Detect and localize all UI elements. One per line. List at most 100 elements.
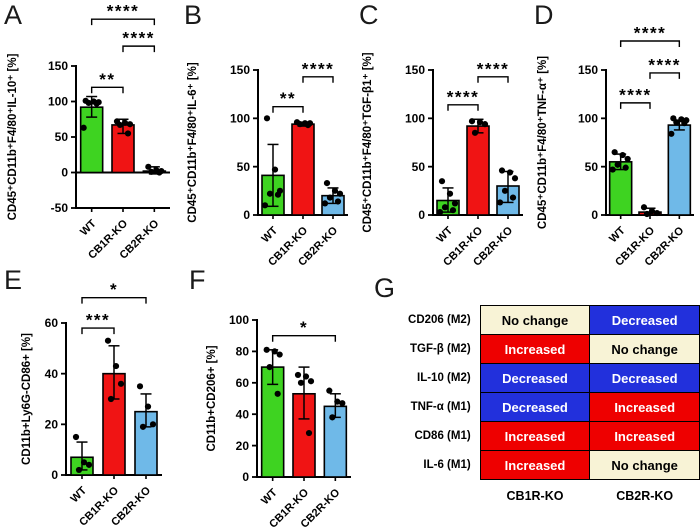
significance-stars: ****	[447, 87, 479, 106]
y-tick-label: -50	[51, 201, 69, 215]
data-point	[274, 191, 282, 198]
data-point	[498, 167, 506, 174]
data-point	[329, 414, 336, 421]
panel-e: E 0 20 40 60 WT CB1R-KO CB2R-KO *** * CD11b+Ly6G-…	[0, 265, 185, 530]
data-point	[302, 373, 310, 380]
y-axis-title: CD11b+CD206+ [%]	[206, 345, 218, 451]
x-tick-label: WT	[78, 217, 99, 238]
data-point	[471, 129, 479, 136]
panel-label-d: D	[534, 0, 554, 30]
data-point	[614, 161, 621, 168]
y-axis-title: CD45⁺CD11b⁺F4/80⁺IL-10⁺ [%]	[7, 53, 19, 220]
y-axis-title: CD11b+Ly6G-CD86+ [%]	[21, 333, 33, 465]
table-row: TGF-β (M2) Increased No change	[370, 334, 700, 364]
data-point	[148, 168, 155, 175]
data-point	[334, 198, 342, 205]
data-point	[271, 348, 278, 355]
data-point	[271, 166, 279, 173]
panel-label-c: C	[359, 0, 379, 30]
data-point	[468, 118, 476, 125]
table-cell-increase: Increased	[479, 450, 591, 480]
x-tick-label: WT	[435, 224, 456, 245]
panel-label-e: E	[4, 265, 23, 295]
bar-chart-tgfb1: 0 50 100 150 WT CB1R-KO CB2R-KO **** **** CD45⁺CD…	[355, 0, 530, 265]
y-tick-label: 150	[405, 63, 425, 77]
data-point	[139, 423, 147, 430]
significance-bracket	[477, 76, 509, 83]
significance-bracket	[271, 335, 337, 342]
y-tick-label: 0	[418, 208, 425, 222]
data-point	[643, 210, 651, 218]
significance-stars: **	[99, 70, 115, 89]
data-point	[112, 362, 120, 370]
data-point	[93, 100, 100, 107]
y-tick-label: 80	[236, 345, 250, 359]
panel-g: G CD206 (M2) No change Decreased TGF-β (M2)…	[370, 265, 700, 530]
panel-label-f: F	[189, 265, 206, 295]
data-point	[323, 180, 331, 187]
data-point	[261, 202, 269, 209]
y-tick-label: 100	[578, 112, 598, 126]
table-cell-nochange: No change	[589, 334, 700, 364]
table-cell-decrease: Decreased	[589, 363, 700, 393]
y-tick-label: 0	[242, 470, 249, 484]
y-tick-label: 100	[48, 95, 68, 109]
y-axis-title: CD45⁺CD11b⁺F4/80⁺TNF-α⁺ [%]	[537, 56, 549, 229]
data-point	[511, 175, 519, 182]
y-tick-label: 0	[243, 208, 250, 222]
table-row-label: TGF-β (M2)	[409, 343, 471, 355]
data-point	[673, 119, 680, 126]
data-point	[294, 371, 302, 379]
data-point	[611, 149, 618, 156]
data-point	[266, 190, 274, 197]
data-point	[85, 461, 93, 468]
data-point	[501, 187, 509, 194]
panel-d: D 0 50 100 150 WT CB1R-KO CB2R-KO **** **** **** C…	[530, 0, 700, 265]
data-point	[104, 337, 112, 344]
data-point	[124, 130, 132, 137]
data-point	[305, 429, 313, 437]
bar-cb1r-ko	[291, 123, 315, 216]
data-point	[121, 119, 129, 126]
data-point	[85, 99, 92, 107]
data-point	[263, 346, 270, 353]
data-point	[116, 121, 124, 129]
data-point	[339, 400, 346, 407]
panel-label-b: B	[184, 0, 203, 30]
y-tick-label: 100	[229, 313, 249, 327]
bar-cb2r-ko	[667, 124, 692, 216]
y-tick-label: 150	[578, 63, 598, 77]
significance-bracket	[81, 327, 115, 335]
data-point	[107, 395, 115, 403]
data-point	[136, 383, 144, 390]
data-point	[274, 390, 281, 397]
table-cell-decrease: Decreased	[479, 392, 591, 422]
y-tick-label: 50	[412, 160, 426, 174]
data-point	[307, 378, 315, 385]
y-tick-label: 50	[585, 160, 599, 174]
y-axis-title: CD45⁺CD11b⁺F4/80⁺TGF-β1⁺ [%]	[362, 52, 374, 232]
data-point	[331, 187, 339, 194]
y-tick-label: 50	[237, 160, 251, 174]
table-row-label: CD206 (M2)	[408, 314, 471, 326]
significance-bracket	[619, 40, 681, 47]
significance-stars: ***	[86, 311, 110, 330]
significance-bracket	[81, 296, 147, 304]
table-cell-increase: Increased	[479, 421, 591, 451]
panel-a: A -50 0 50 100 150 WT CB1R-KO CB2R-KO ** **** ****…	[0, 0, 180, 265]
data-point	[145, 163, 152, 170]
y-tick-label: 0	[591, 208, 598, 222]
table-row: CD86 (M1) Increased Increased	[370, 421, 700, 451]
significance-stars: ****	[648, 55, 680, 74]
y-tick-label: 100	[405, 112, 425, 126]
data-point	[149, 421, 157, 428]
significance-bracket	[447, 104, 479, 111]
data-point	[451, 200, 459, 207]
significance-stars: *	[300, 318, 308, 337]
data-point	[438, 178, 446, 185]
table-cell-decrease: Decreased	[589, 305, 700, 335]
data-point	[304, 122, 312, 129]
data-point	[441, 204, 449, 211]
y-axis-title: CD45⁺CD11b⁺F4/80⁺IL-6⁺ [%]	[187, 62, 199, 223]
